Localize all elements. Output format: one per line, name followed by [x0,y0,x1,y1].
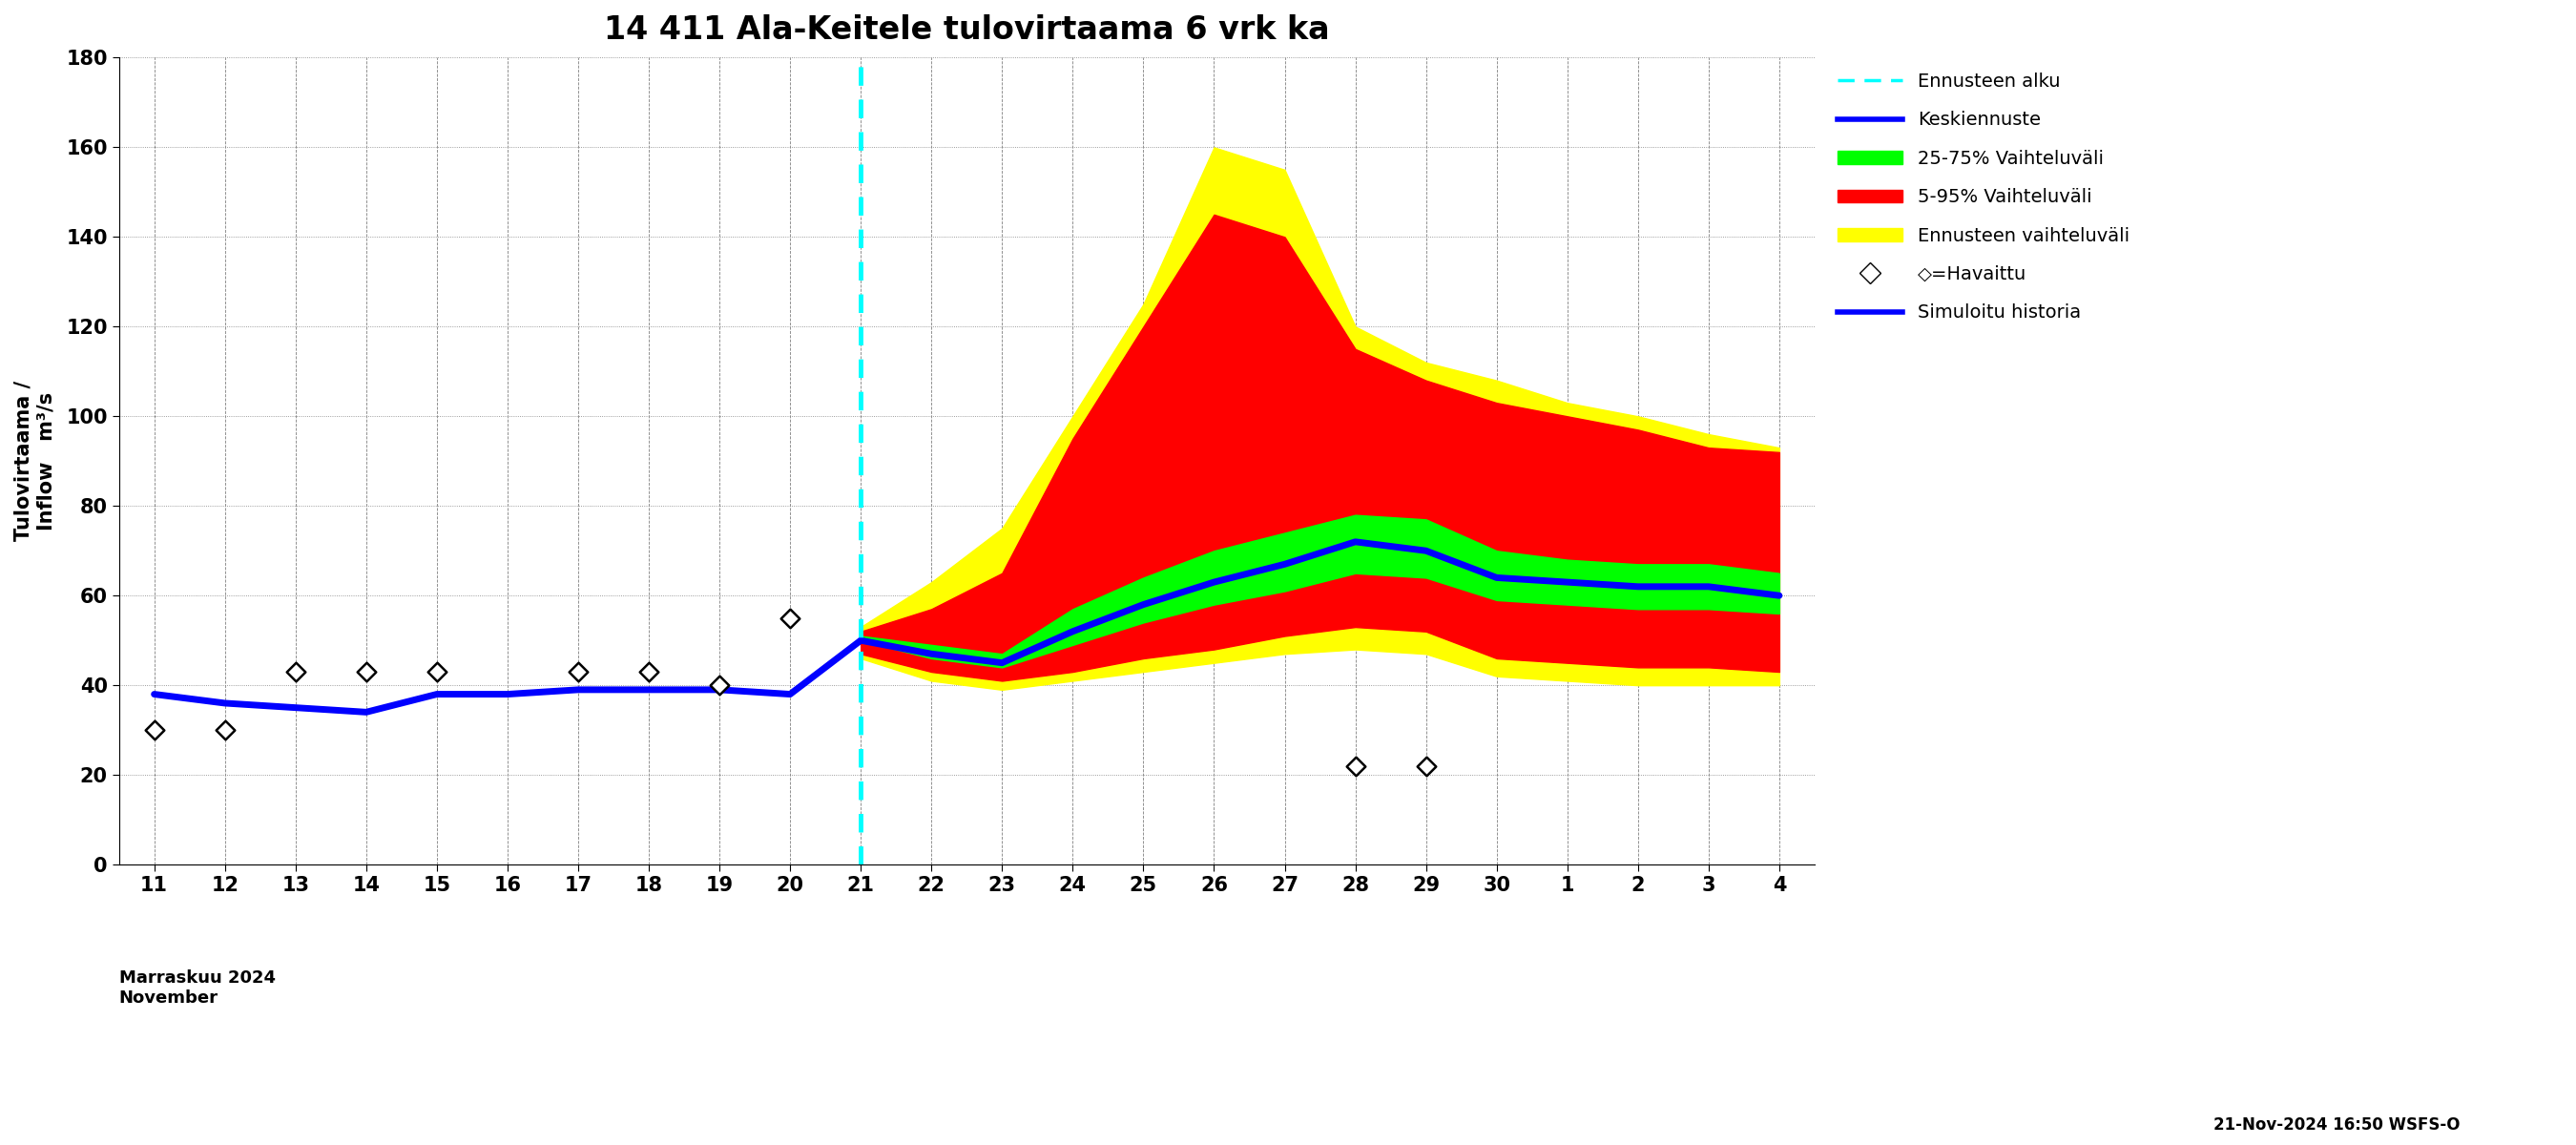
Point [417,663,459,681]
Point [345,663,386,681]
Point [134,721,175,740]
Point [770,609,811,627]
Y-axis label: Tulovirtaama /
Inflow   m³/s: Tulovirtaama / Inflow m³/s [15,381,57,542]
Point [629,663,670,681]
Point [698,676,739,694]
Legend: Ennusteen alku, Keskiennuste, 25-75% Vaihteluväli, 5-95% Vaihteluväli, Ennusteen: Ennusteen alku, Keskiennuste, 25-75% Vai… [1832,66,2136,327]
Point [556,663,598,681]
Point [1406,757,1448,775]
Point [204,721,245,740]
Title: 14 411 Ala-Keitele tulovirtaama 6 vrk ka: 14 411 Ala-Keitele tulovirtaama 6 vrk ka [603,14,1329,46]
Point [276,663,317,681]
Point [1334,757,1376,775]
Text: 21-Nov-2024 16:50 WSFS-O: 21-Nov-2024 16:50 WSFS-O [2213,1116,2460,1134]
Text: Marraskuu 2024
November: Marraskuu 2024 November [118,970,276,1006]
